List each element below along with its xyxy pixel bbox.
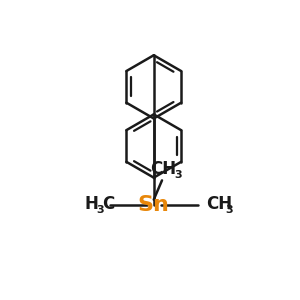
Text: C: C <box>102 195 115 213</box>
Text: 3: 3 <box>175 169 182 179</box>
Text: H: H <box>85 195 99 213</box>
Text: 3: 3 <box>226 205 233 215</box>
Text: 3: 3 <box>96 205 104 215</box>
Text: CH: CH <box>206 195 232 213</box>
Text: Sn: Sn <box>138 195 170 215</box>
Text: CH: CH <box>150 160 176 178</box>
